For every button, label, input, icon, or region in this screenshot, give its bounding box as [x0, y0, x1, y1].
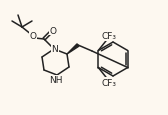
Text: CF₃: CF₃ [102, 32, 117, 41]
Text: N: N [52, 45, 58, 54]
Text: CF₃: CF₃ [102, 78, 117, 87]
Polygon shape [67, 45, 79, 55]
Text: O: O [50, 26, 56, 35]
Text: NH: NH [49, 76, 63, 85]
Text: O: O [30, 32, 36, 41]
